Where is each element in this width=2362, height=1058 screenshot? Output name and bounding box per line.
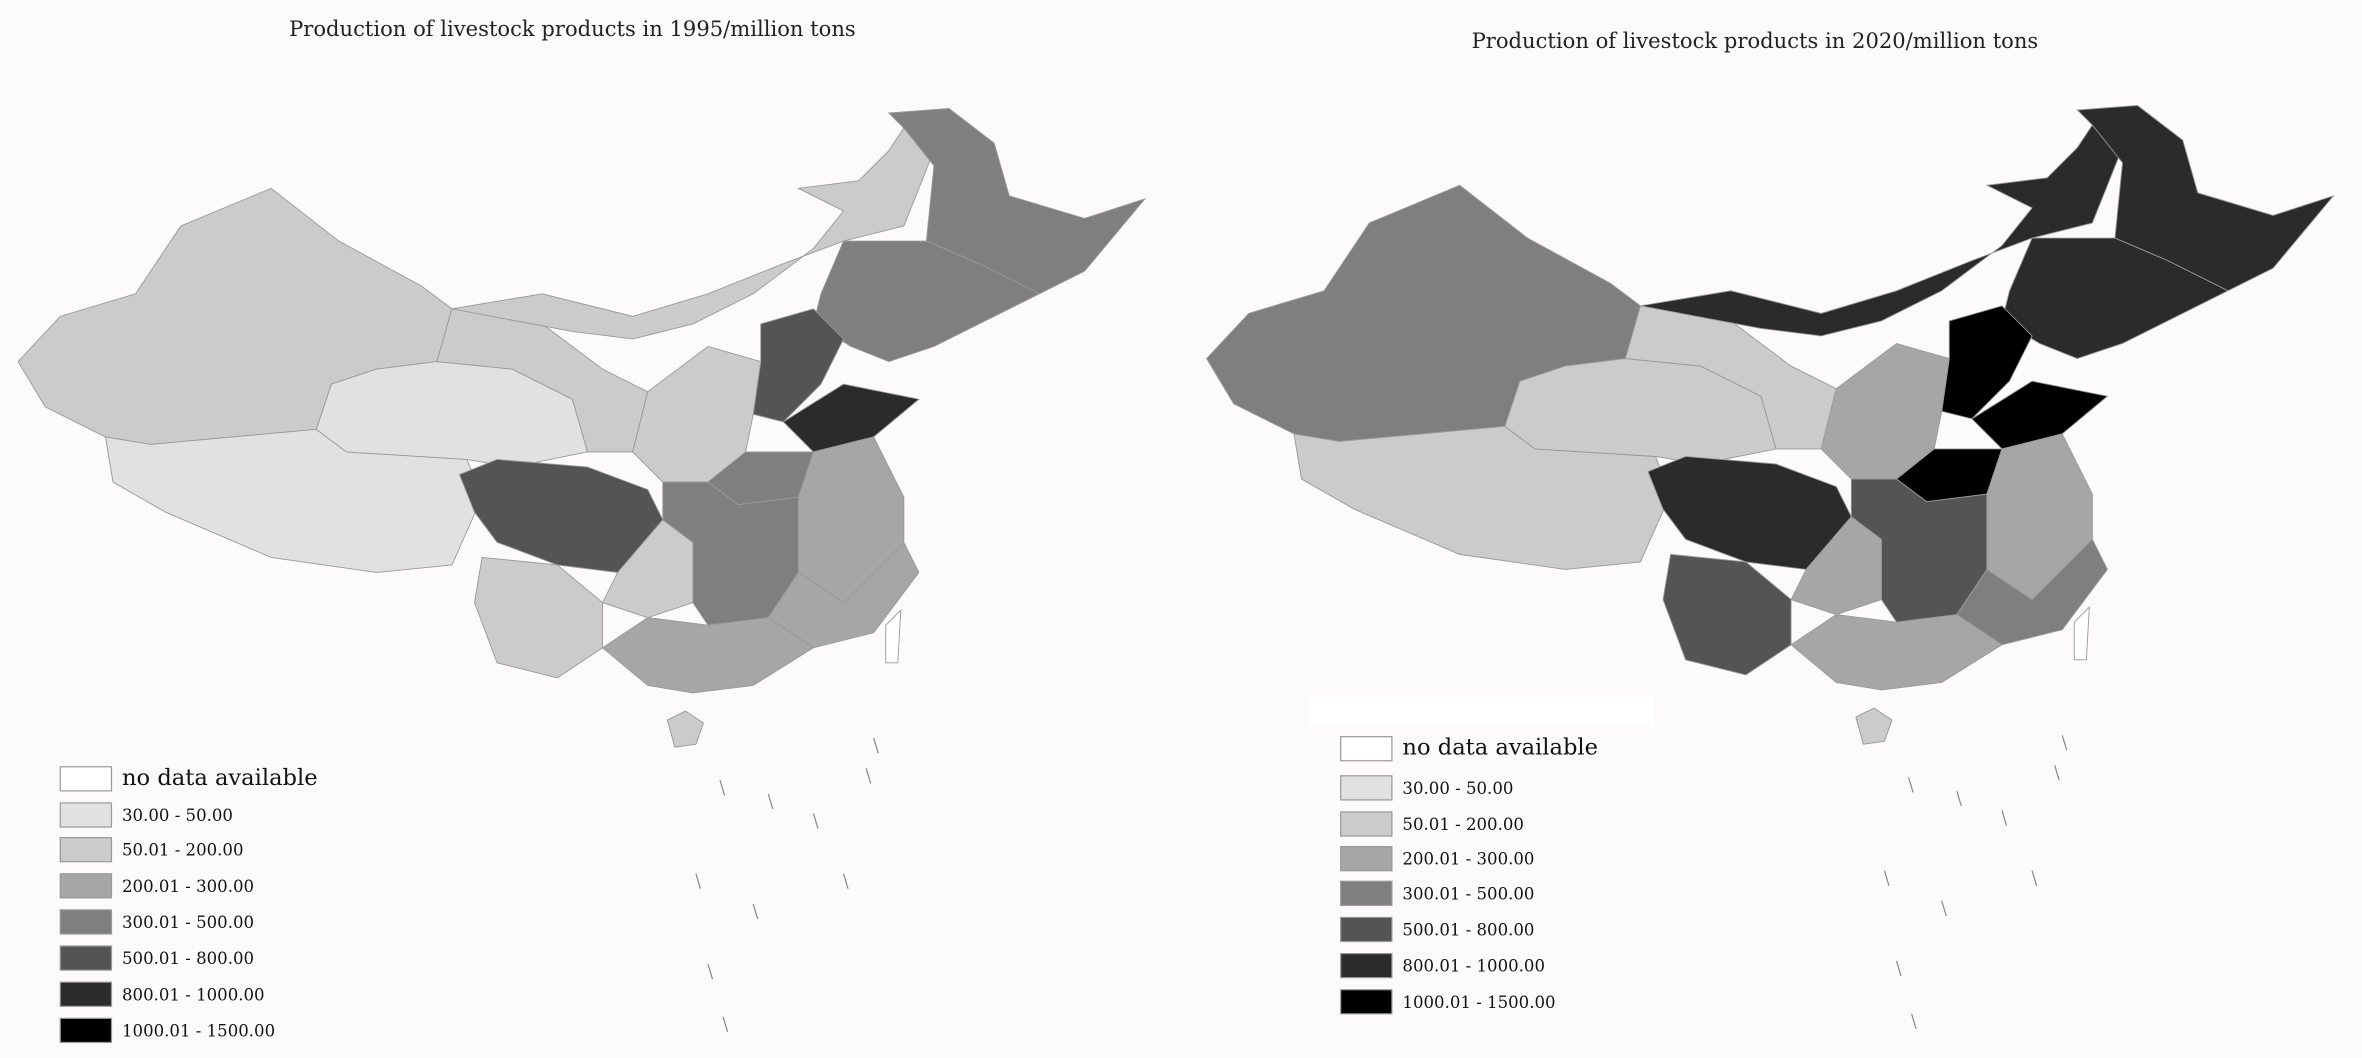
province <box>1293 425 1672 570</box>
legend-label: 50.01 - 200.00 <box>1402 815 1524 834</box>
legend-swatch <box>59 981 113 1007</box>
legend-label: 1000.01 - 1500.00 <box>122 1021 275 1040</box>
island <box>812 813 819 829</box>
legend-swatch <box>59 945 113 971</box>
province <box>1971 380 2109 450</box>
province <box>782 383 920 453</box>
legend-swatch <box>1340 916 1393 943</box>
island <box>719 780 726 796</box>
legend-swatch <box>59 873 113 899</box>
island <box>2054 765 2060 781</box>
legend-label: 30.00 - 50.00 <box>1402 779 1513 798</box>
island <box>865 768 872 784</box>
island <box>1956 790 1962 807</box>
island <box>1911 1013 1917 1030</box>
island <box>873 737 879 754</box>
island <box>695 873 702 889</box>
island <box>2061 734 2068 751</box>
island <box>2031 870 2038 886</box>
legend-swatch <box>1340 811 1393 837</box>
map <box>17 108 1147 1033</box>
province <box>1855 707 1893 745</box>
legend-label: 50.01 - 200.00 <box>122 841 244 860</box>
map-title: Production of livestock products in 2020… <box>1472 28 2039 53</box>
legend-swatch <box>59 1017 113 1044</box>
legend-backdrop <box>1307 695 1655 727</box>
legend-label: 800.01 - 1000.00 <box>1402 957 1545 976</box>
map <box>1206 105 2335 1030</box>
island <box>2001 810 2008 826</box>
province <box>885 608 902 664</box>
province <box>1662 553 1792 676</box>
province <box>2073 605 2090 661</box>
legend-label: no data available <box>1402 735 1598 761</box>
province <box>1640 124 2124 337</box>
island <box>842 873 849 889</box>
island <box>767 793 774 810</box>
legend-swatch <box>59 802 113 828</box>
legend-swatch <box>1340 736 1393 762</box>
province <box>601 617 815 694</box>
legend-swatch <box>1340 952 1393 979</box>
legend-label: no data available <box>122 765 318 791</box>
legend-label: 500.01 - 800.00 <box>122 949 254 968</box>
island <box>1895 960 1902 977</box>
province <box>474 556 604 679</box>
legend-label: 500.01 - 800.00 <box>1402 920 1534 939</box>
legend-label: 300.01 - 500.00 <box>1402 884 1534 903</box>
legend-label: 200.01 - 300.00 <box>1402 850 1534 869</box>
legend-label: 1000.01 - 1500.00 <box>1402 993 1555 1012</box>
legend-swatch <box>59 909 113 935</box>
island <box>1908 777 1914 793</box>
map-title: Production of livestock products in 1995… <box>289 16 856 41</box>
legend-label: 30.00 - 50.00 <box>122 806 233 825</box>
legend-swatch <box>59 766 113 792</box>
legend-swatch <box>1340 989 1393 1015</box>
island <box>722 1016 729 1033</box>
legend-label: 200.01 - 300.00 <box>122 877 254 896</box>
island <box>1883 870 1890 886</box>
province <box>1790 614 2003 691</box>
legend-swatch <box>59 836 113 863</box>
province <box>666 710 705 748</box>
legend-swatch <box>1340 846 1393 872</box>
island <box>1941 900 1947 917</box>
province <box>451 127 935 340</box>
legend-swatch <box>1340 880 1393 906</box>
island <box>707 963 714 980</box>
legend-swatch <box>1340 775 1393 801</box>
province <box>104 428 483 573</box>
island <box>752 903 759 920</box>
legend-label: 300.01 - 500.00 <box>122 913 254 932</box>
legend-label: 800.01 - 1000.00 <box>122 985 265 1004</box>
